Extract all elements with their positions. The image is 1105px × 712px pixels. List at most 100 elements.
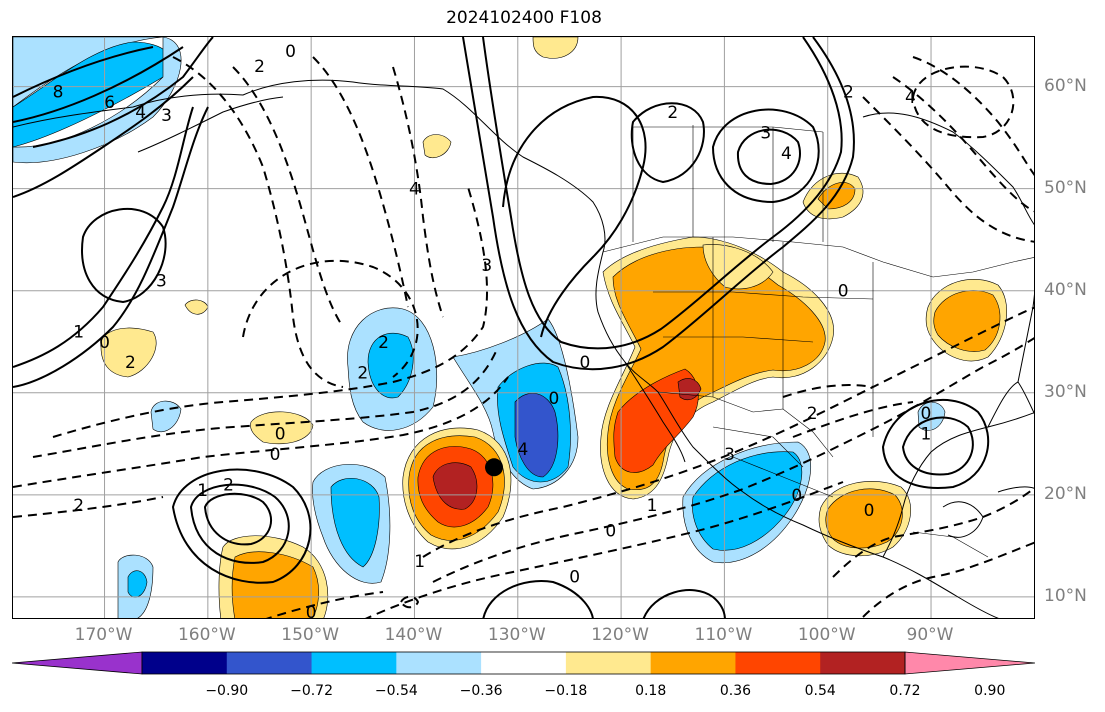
contour-label-group: 4 [781,144,792,164]
colorbar-segment [481,652,567,674]
contour-label: 2 [254,57,265,77]
longitude-label: 140°W [384,625,443,645]
colorbar-tick-label: −0.18 [544,683,588,699]
shade-yellow-small [184,299,209,315]
contour-label-group: 1 [73,323,84,343]
colorbar-tick-label: −0.36 [459,683,503,699]
contour-solid-1 [13,46,154,98]
contour-solid-gulf-ring [881,398,990,489]
shade-yellow-top [532,37,579,59]
shade-yellow-1 [100,327,157,378]
contour-label-group: 0 [569,568,580,588]
contour-dash-10 [432,337,1034,583]
coast-alaska [13,79,606,253]
colorbar-segment [226,652,313,674]
contour-label: 0 [569,568,580,588]
contour-label-group: 1 [197,481,208,501]
contour-solid-canada-lobe [630,102,705,184]
colorbar-segment [565,652,652,674]
coast-gulf [882,412,1034,558]
longitude-label: 120°W [591,625,649,645]
contour-solid-ring-hawaii-3 [203,492,272,546]
longitude-label: 170°W [74,625,133,645]
contour-label: 3 [724,445,735,465]
contour-label-group: 8 [53,83,64,103]
contour-label: 0 [549,389,560,409]
contour-label-group: 0 [275,425,286,445]
contour-label-group: 3 [760,124,771,144]
contour-label-group: 3 [156,272,167,292]
border-mexico-states [712,426,989,558]
latitude-label: 30°N [1044,381,1087,402]
shade-or-m [825,488,903,549]
colorbar-tick-label: 0.54 [804,683,836,699]
contour-dash-8 [13,496,164,518]
contour-label: 2 [125,353,136,373]
storm-position-marker [485,458,504,477]
contour-dash-gom-1 [782,384,874,398]
colorbar-segment [142,652,228,674]
contour-label-group: 1 [414,552,425,572]
colorbar-tick-label: −0.54 [374,683,418,699]
contour-label: 0 [270,445,281,465]
contour-solid-wave-b [13,106,209,388]
contour-label: 0 [275,425,286,445]
shade-lightblue-nw [13,37,182,164]
contour-label: 1 [197,481,208,501]
contour-label: 0 [285,42,296,62]
figure-title: 2024102400 F108 [446,8,602,28]
contour-label-group: 3 [724,445,735,465]
shade-lb-b [150,400,182,433]
latitude-label: 50°N [1044,177,1087,198]
contour-label: 0 [605,522,616,542]
colorbar-tick-label: 0.36 [719,683,752,699]
colorbar-tick-label: −0.90 [205,683,249,699]
latitude-label: 60°N [1044,75,1087,96]
contour-solid-ring-hawaii-1 [171,468,312,584]
contour-solid-trough-3 [502,95,647,338]
longitude-label: 130°W [487,625,546,645]
colorbar-extend-max [904,651,1035,675]
shade-dr-f [432,462,478,510]
contour-label: 8 [53,83,64,103]
contour-label: 6 [104,93,115,113]
coast-eastus [1017,293,1034,383]
contour-label-group: 0 [580,353,591,373]
contour-label: 3 [481,256,492,276]
contour-label-group: 2 [378,333,389,353]
contour-label: 2 [378,333,389,353]
contour-label: 0 [306,603,317,619]
coast-hudson [862,112,1034,226]
contour-label-group: 4 [905,88,916,108]
contour-label: 0 [864,501,875,521]
contour-dash-2 [232,66,344,328]
contour-label: 1 [414,552,425,572]
contour-label: 2 [223,476,234,496]
contour-solid-ring-canada [711,108,820,204]
contour-solid-2 [13,46,184,123]
contour-dash-5 [52,186,488,438]
border-us-mexico [657,391,834,458]
contour-label: 1 [920,425,931,445]
contour-dash-1 [172,56,344,388]
contour-solid-4 [13,76,194,198]
contour-label-group: 3 [161,106,172,126]
contour-label-group: 0 [270,445,281,465]
solid-contours [13,37,990,618]
colorbar-segment [396,652,482,674]
colorbar-tick-label: 0.72 [889,683,921,699]
contour-label-group: 2 [223,476,234,496]
longitude-label: 100°W [797,625,856,645]
contour-label: 3 [161,106,172,126]
contour-label-group: 2 [807,404,818,424]
border-state-1 [653,291,874,300]
longitude-label: 150°W [281,625,340,645]
contour-label-group: 6 [104,93,115,113]
contour-label: 0 [920,404,931,424]
contour-label: 3 [156,272,167,292]
shade-yl-h2 [702,244,774,290]
contour-label: 4 [905,88,916,108]
